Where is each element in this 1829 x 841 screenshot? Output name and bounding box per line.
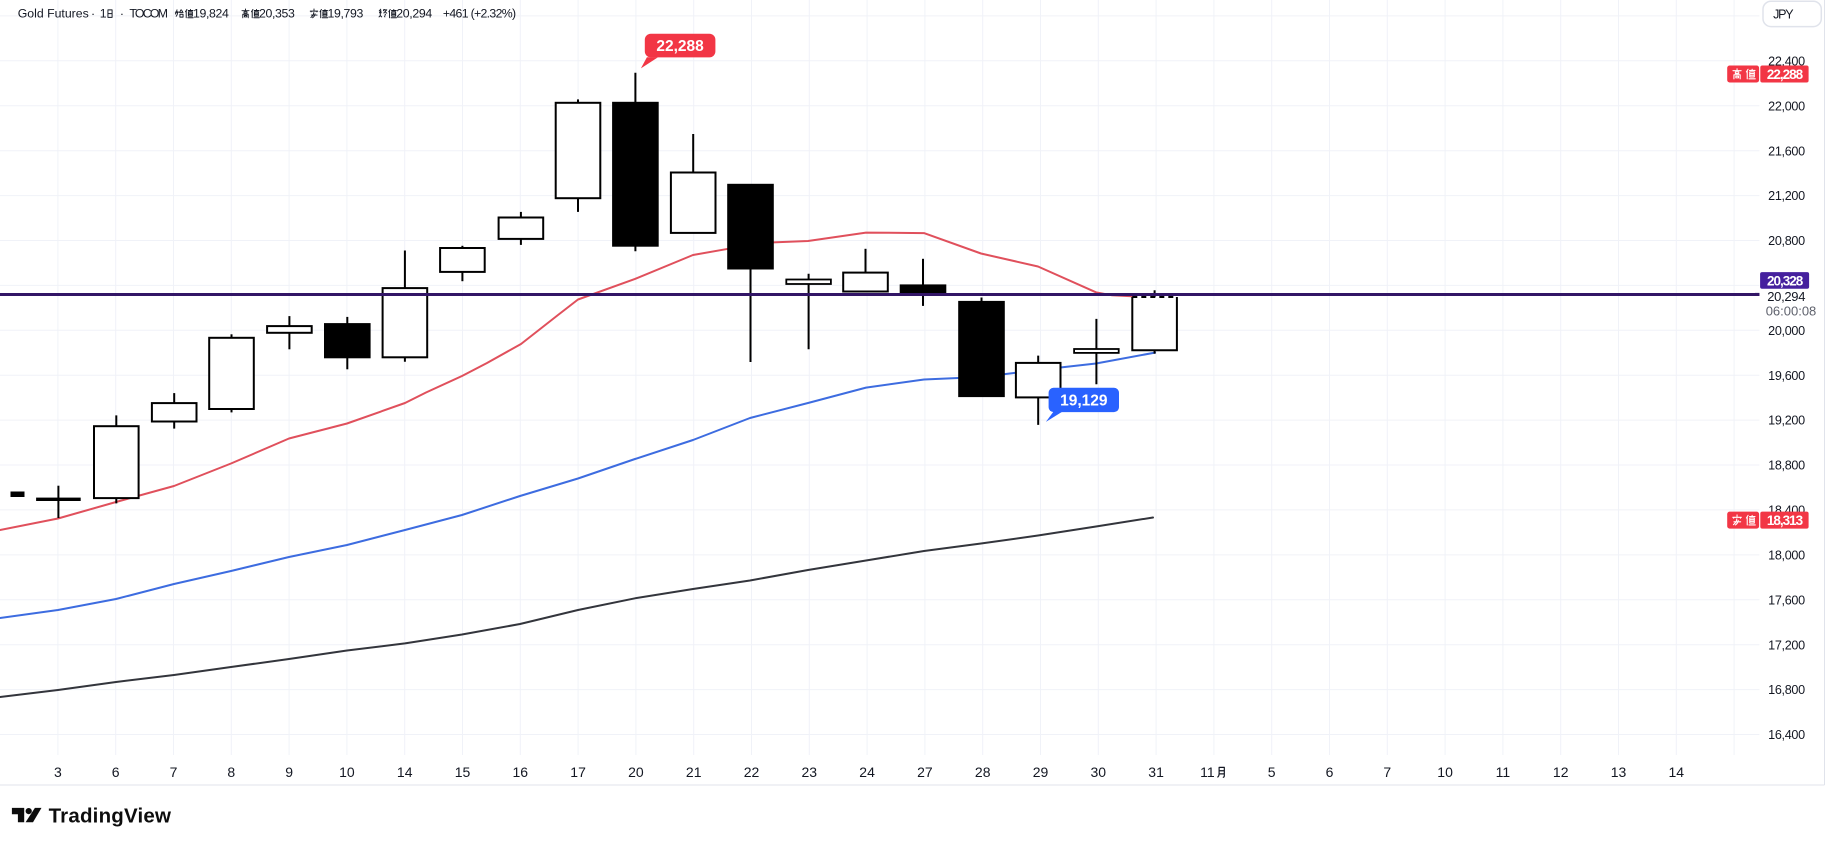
svg-text:3: 3 [54, 764, 62, 780]
svg-text:12: 12 [1553, 764, 1569, 780]
svg-text:20,800: 20,800 [1768, 234, 1805, 248]
svg-text:20,000: 20,000 [1768, 324, 1805, 338]
svg-text:23: 23 [802, 764, 818, 780]
svg-text:20,328: 20,328 [1767, 273, 1804, 288]
svg-text:28: 28 [975, 764, 991, 780]
svg-text:22,288: 22,288 [1767, 67, 1804, 82]
svg-text:+461 (+2.32%): +461 (+2.32%) [443, 7, 516, 21]
svg-text:24: 24 [859, 764, 875, 780]
svg-text:7: 7 [170, 764, 178, 780]
svg-text:16: 16 [513, 764, 529, 780]
svg-text:17: 17 [570, 764, 586, 780]
svg-text:5: 5 [1268, 764, 1276, 780]
svg-text:30: 30 [1091, 764, 1107, 780]
svg-text:19,824: 19,824 [193, 7, 229, 21]
svg-text:TOCOM: TOCOM [129, 7, 167, 21]
svg-text:7: 7 [1383, 764, 1391, 780]
svg-text:22: 22 [744, 764, 760, 780]
svg-text:31: 31 [1148, 764, 1164, 780]
svg-text:JPY: JPY [1773, 7, 1794, 21]
svg-text:19,793: 19,793 [328, 7, 364, 21]
svg-text:18,800: 18,800 [1768, 459, 1805, 473]
svg-text:06:00:08: 06:00:08 [1766, 303, 1817, 318]
svg-text:16,800: 16,800 [1768, 683, 1805, 697]
svg-text:13: 13 [1611, 764, 1627, 780]
svg-text:19,200: 19,200 [1768, 414, 1805, 428]
svg-text:18,313: 18,313 [1767, 513, 1804, 528]
svg-text:9: 9 [285, 764, 293, 780]
svg-text:21,600: 21,600 [1768, 144, 1805, 158]
svg-text:21,200: 21,200 [1768, 189, 1805, 203]
svg-text:14: 14 [1669, 764, 1685, 780]
svg-text:19,129: 19,129 [1060, 393, 1108, 410]
svg-text:1: 1 [100, 7, 107, 21]
svg-text:11: 11 [1200, 764, 1215, 780]
svg-text:6: 6 [1326, 764, 1334, 780]
svg-text:11: 11 [1496, 764, 1511, 780]
svg-text:20: 20 [628, 764, 644, 780]
svg-text:20,294: 20,294 [396, 7, 432, 21]
svg-text:22,000: 22,000 [1768, 99, 1805, 113]
svg-text:TradingView: TradingView [49, 804, 172, 827]
svg-text:22,288: 22,288 [656, 38, 704, 55]
svg-text:21: 21 [686, 764, 702, 780]
svg-text:6: 6 [112, 764, 120, 780]
svg-text:·: · [120, 7, 124, 21]
svg-text:20,294: 20,294 [1767, 289, 1805, 304]
svg-text:17,600: 17,600 [1768, 593, 1805, 607]
svg-text:8: 8 [227, 764, 235, 780]
svg-text:22,400: 22,400 [1768, 54, 1805, 68]
svg-text:·: · [91, 7, 95, 21]
svg-text:15: 15 [455, 764, 471, 780]
svg-text:10: 10 [1437, 764, 1453, 780]
svg-text:29: 29 [1033, 764, 1049, 780]
svg-text:Gold Futures: Gold Futures [18, 7, 89, 21]
svg-text:16,400: 16,400 [1768, 728, 1805, 742]
svg-text:10: 10 [339, 764, 355, 780]
svg-text:27: 27 [917, 764, 933, 780]
svg-text:19,600: 19,600 [1768, 369, 1805, 383]
svg-text:20,353: 20,353 [259, 7, 295, 21]
svg-text:14: 14 [397, 764, 413, 780]
svg-text:18,000: 18,000 [1768, 549, 1805, 563]
svg-text:17,200: 17,200 [1768, 638, 1805, 652]
